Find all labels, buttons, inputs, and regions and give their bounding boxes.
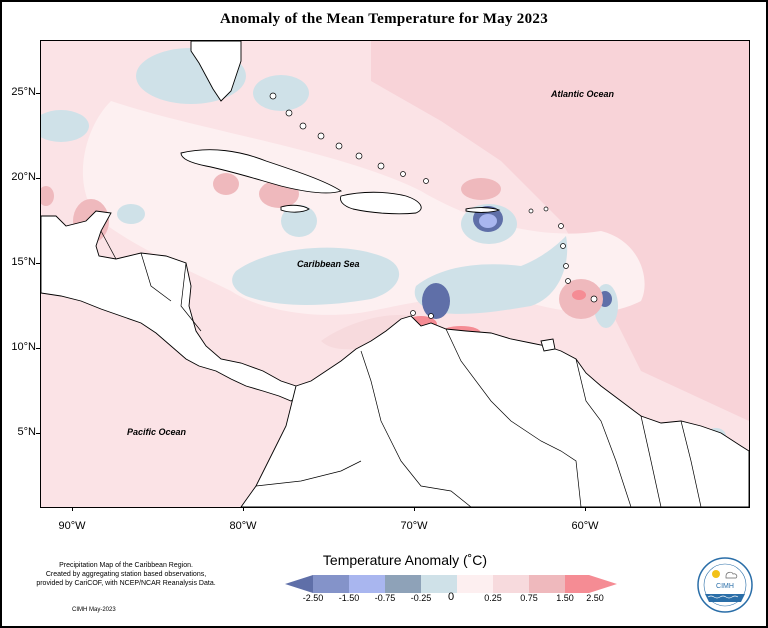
lat-label-5n: 5°N <box>17 426 36 438</box>
strong-cool-center-curacao <box>422 283 450 319</box>
florida-land <box>190 41 242 102</box>
legend-tick-label: -1.50 <box>338 593 360 603</box>
cool-anomaly-gulf <box>41 110 89 142</box>
hispaniola-land <box>340 191 422 215</box>
legend-colorbar <box>285 575 617 593</box>
jamaica-land <box>280 204 310 213</box>
lat-label-25n: 25°N <box>11 86 36 98</box>
hot-spot-windward <box>572 290 586 300</box>
lon-label-80w: 80°W <box>229 520 257 532</box>
positive-anomaly-atlantic <box>371 41 749 421</box>
legend-swatch <box>565 575 617 593</box>
legend-tick-label: 0.25 <box>484 593 502 603</box>
waves-icon <box>705 594 745 602</box>
warm-patch-hispaniola <box>461 178 501 200</box>
lon-tick <box>414 507 415 511</box>
logo-text: CIMH <box>716 583 734 590</box>
legend-swatch <box>285 575 313 593</box>
note-line: Precipitation Map of the Caribbean Regio… <box>59 562 193 569</box>
legend-tick-label: -0.75 <box>374 593 396 603</box>
trinidad-land <box>540 338 556 352</box>
cool-core-pr <box>479 214 497 228</box>
lat-tick <box>36 93 40 94</box>
lon-label-70w: 70°W <box>400 520 428 532</box>
map-title: Anomaly of the Mean Temperature for May … <box>219 11 549 27</box>
legend-swatch <box>529 575 565 593</box>
credit-text: CIMH May-2023 <box>72 607 116 613</box>
legend-title: Temperature Anomaly (˚C) <box>322 552 488 568</box>
lat-label-20n: 20°N <box>11 171 36 183</box>
warm-patch-mexico <box>41 186 54 206</box>
legend-swatch <box>421 575 457 593</box>
legend-swatch <box>457 575 493 593</box>
lat-tick <box>36 348 40 349</box>
land-masses <box>41 41 749 507</box>
country-borders <box>100 230 702 507</box>
legend-tick-label: 1.50 <box>556 593 574 603</box>
lat-label-15n: 15°N <box>11 256 36 268</box>
legend-tick-label: 0.75 <box>520 593 538 603</box>
lon-tick <box>585 507 586 511</box>
cool-anomaly-south-caribbean <box>414 236 568 314</box>
note-line: Created by aggregating station based obs… <box>45 571 207 578</box>
small-islands <box>269 92 598 319</box>
caribbean-sea-label: Caribbean Sea <box>297 259 360 269</box>
legend-tick-label: 2.50 <box>586 593 604 603</box>
anomaly-map <box>41 41 749 507</box>
sun-icon <box>712 570 720 578</box>
pacific-ocean-label: Pacific Ocean <box>127 427 187 437</box>
note-line: provided by CariCOF, with NCEP/NCAR Rean… <box>36 580 216 587</box>
cool-anomaly-bahamas <box>253 75 309 111</box>
warm-patch-cuba-west <box>213 173 239 195</box>
lat-tick <box>36 433 40 434</box>
lat-tick <box>36 263 40 264</box>
lon-tick <box>243 507 244 511</box>
legend-swatch <box>493 575 529 593</box>
central-america-land <box>41 210 307 402</box>
source-note: Precipitation Map of the Caribbean Regio… <box>8 561 244 588</box>
legend-swatch <box>349 575 385 593</box>
puerto-rico-land <box>465 207 501 213</box>
lon-label-90w: 90°W <box>58 520 86 532</box>
lon-label-60w: 60°W <box>571 520 599 532</box>
cimh-logo: CIMH <box>697 557 753 613</box>
lon-tick <box>72 507 73 511</box>
cloud-icon <box>725 571 738 579</box>
legend-tick-label: 0 <box>447 591 455 603</box>
atlantic-ocean-label: Atlantic Ocean <box>551 89 615 99</box>
cuba-land <box>180 149 343 194</box>
map-panel: Atlantic Ocean Caribbean Sea Pacific Oce… <box>40 40 750 508</box>
cool-anomaly-jamaica <box>281 205 317 237</box>
lat-tick <box>36 178 40 179</box>
legend-swatch <box>385 575 421 593</box>
legend-tick-label: -0.25 <box>410 593 432 603</box>
legend-tick-label: -2.50 <box>302 593 324 603</box>
legend-swatch <box>313 575 349 593</box>
cool-anomaly-caribbean-sea <box>232 247 400 305</box>
cool-anomaly-yucatan <box>117 204 145 224</box>
lat-label-10n: 10°N <box>11 341 36 353</box>
